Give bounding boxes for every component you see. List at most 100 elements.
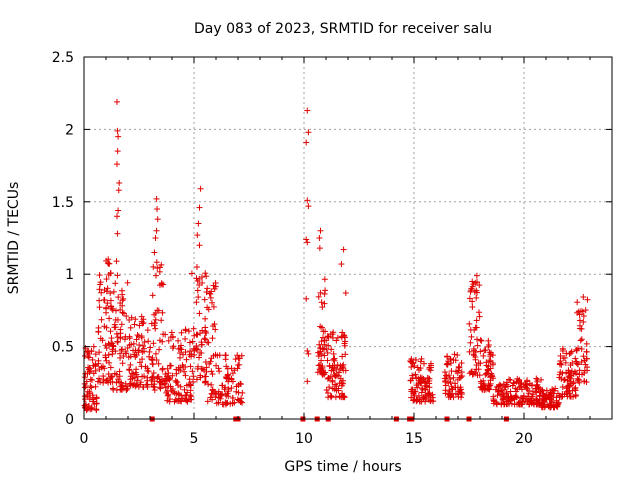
data-point [447, 379, 454, 386]
data-point [414, 384, 421, 391]
data-point [103, 357, 110, 364]
data-point [114, 98, 120, 105]
data-point [108, 335, 115, 342]
data-point [159, 309, 166, 316]
data-point [487, 365, 494, 372]
data-point [315, 362, 322, 369]
data-point [141, 338, 148, 345]
data-point [330, 356, 337, 363]
chart-title: Day 083 of 2023, SRMTID for receiver sal… [194, 21, 492, 37]
data-point [95, 357, 102, 364]
data-point [326, 384, 333, 391]
data-point [542, 403, 549, 410]
data-point [512, 393, 519, 400]
data-point [454, 376, 461, 383]
data-point [198, 339, 205, 346]
data-point [115, 133, 122, 140]
data-point [199, 274, 206, 281]
data-point [318, 338, 325, 345]
data-point [205, 306, 212, 313]
data-point [182, 335, 189, 342]
data-point [443, 373, 450, 380]
data-point [340, 361, 347, 368]
data-point [201, 367, 208, 374]
data-point [571, 385, 578, 392]
data-point [319, 304, 326, 311]
data-point [337, 362, 344, 369]
data-point [482, 382, 489, 389]
data-point [444, 353, 451, 360]
data-point [476, 309, 483, 316]
data-point [182, 327, 189, 334]
data-point [422, 386, 429, 393]
data-point [115, 207, 122, 214]
data-point [223, 374, 230, 381]
data-point [165, 337, 172, 344]
data-point [329, 334, 336, 341]
data-point [210, 323, 217, 330]
data-point [472, 370, 479, 377]
data-point [507, 394, 514, 401]
data-point [114, 339, 121, 346]
data-point [209, 396, 216, 403]
data-point [130, 340, 137, 347]
data-point [187, 363, 194, 370]
data-point [134, 332, 141, 339]
data-point [83, 378, 90, 385]
data-point [107, 297, 114, 304]
data-point [186, 381, 193, 388]
data-point [193, 264, 200, 271]
data-point [424, 383, 431, 390]
data-point [209, 371, 216, 378]
data-point [486, 349, 493, 356]
data-point [97, 279, 104, 286]
data-point [109, 342, 116, 349]
data-point [516, 376, 523, 383]
data-point [319, 345, 326, 352]
data-point [100, 373, 107, 380]
data-point [229, 370, 236, 377]
data-point [556, 374, 563, 381]
data-point [203, 364, 210, 371]
data-point [228, 365, 235, 372]
data-point [304, 347, 311, 354]
data-point [490, 393, 497, 400]
data-point [145, 338, 152, 345]
data-point [194, 278, 201, 285]
data-point [564, 393, 571, 400]
data-point [195, 363, 202, 370]
data-point [182, 372, 189, 379]
x-tick-label: 15 [405, 431, 423, 447]
data-point [496, 387, 503, 394]
data-point [559, 347, 566, 354]
data-point [532, 396, 539, 403]
data-point [321, 369, 328, 376]
data-point [472, 324, 479, 331]
data-point [105, 351, 112, 358]
data-point [167, 334, 174, 341]
data-point [480, 352, 487, 359]
data-point [455, 367, 462, 374]
data-point [196, 354, 203, 361]
data-point [173, 379, 180, 386]
data-point [304, 197, 311, 204]
data-point [96, 286, 103, 293]
data-point [99, 363, 106, 370]
data-point [96, 272, 103, 279]
data-point [466, 320, 473, 327]
data-point [171, 390, 178, 397]
data-point [139, 356, 146, 363]
data-point [337, 375, 344, 382]
data-point [136, 359, 143, 366]
data-point [328, 367, 335, 374]
data-point [176, 391, 183, 398]
data-point [93, 400, 100, 407]
data-point [158, 317, 165, 324]
data-point [154, 307, 161, 314]
x-tick-label: 10 [295, 431, 313, 447]
data-point [580, 353, 587, 360]
data-point [538, 376, 545, 383]
data-point [90, 370, 97, 377]
data-point [422, 398, 429, 405]
axis-ticks [83, 56, 612, 420]
